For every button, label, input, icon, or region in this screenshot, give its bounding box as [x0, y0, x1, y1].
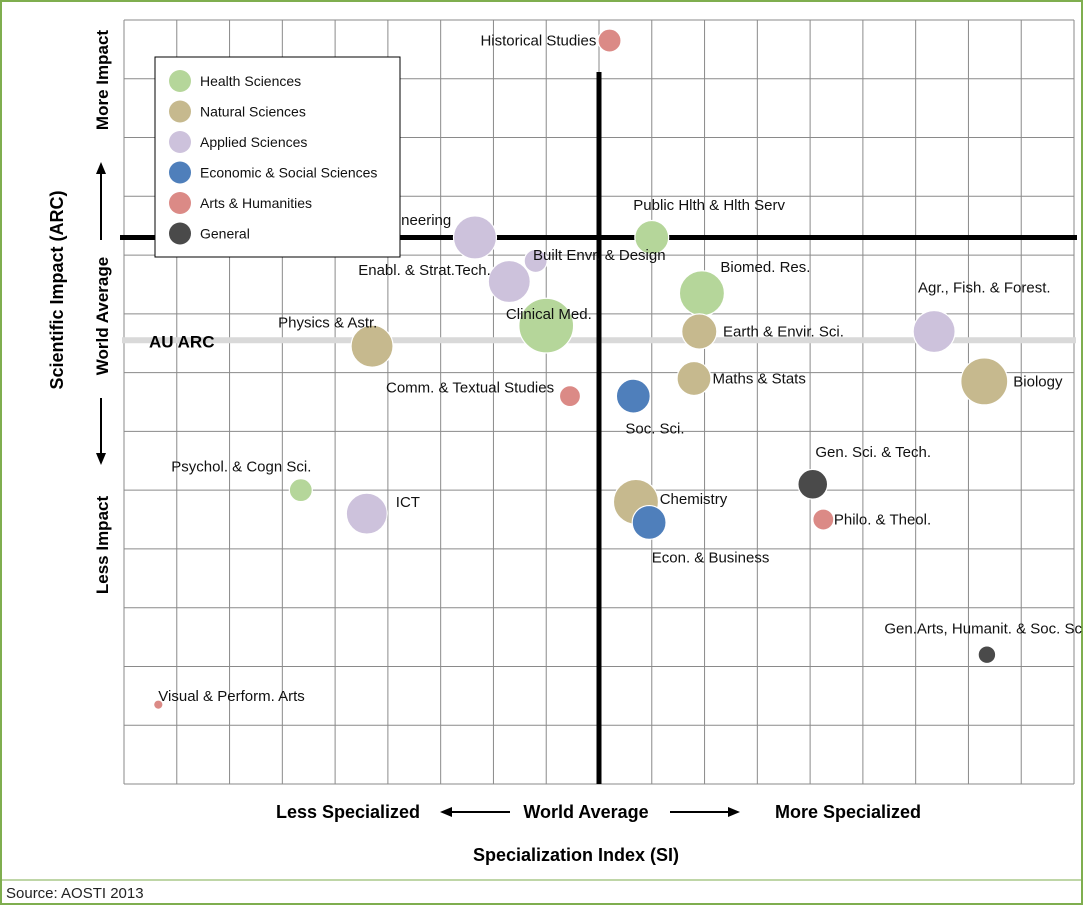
- bubble-labels: Historical Studies Public Hlth & Hlth Ser…: [158, 33, 1083, 705]
- x-axis-title: Specialization Index (SI): [473, 845, 679, 865]
- plot-area: AU ARC Historical Studies Public Hlth & Hl…: [120, 19, 1083, 785]
- legend-label: Health Sciences: [200, 73, 301, 89]
- legend-box: [154, 56, 401, 258]
- bubble-label: Philo. & Theol.: [834, 512, 931, 529]
- bubble-point: [350, 324, 394, 368]
- bubble-point: [912, 309, 956, 354]
- legend-label: Economic & Social Sciences: [200, 165, 377, 181]
- legend-swatch: [169, 131, 191, 153]
- bubble-label: Public Hlth & Hlth Serv: [633, 197, 785, 214]
- bubble-point: [797, 468, 829, 500]
- bubble-point: [634, 219, 670, 255]
- bubble-point: [812, 508, 835, 531]
- y-axis-title: Scientific Impact (ARC): [47, 190, 67, 389]
- bubble-label: ICT: [396, 494, 420, 511]
- bubble-label: Econ. & Business: [652, 550, 770, 567]
- y-arrow-down-head: [96, 453, 106, 465]
- bubble-label: Physics & Astr.: [278, 315, 377, 332]
- legend-swatch: [169, 192, 191, 214]
- bubble-label: Comm. & Textual Studies: [386, 379, 554, 396]
- bubble-label: Maths & Stats: [712, 370, 805, 387]
- bubble-point: [452, 215, 498, 260]
- legend-label: Arts & Humanities: [200, 195, 312, 211]
- bubble-point: [558, 385, 582, 408]
- legend-label: Applied Sciences: [200, 134, 307, 150]
- bubble-label: Visual & Perform. Arts: [158, 688, 304, 705]
- bubble-point: [960, 357, 1009, 406]
- y-arrow-up-head: [96, 162, 106, 174]
- bubble-point: [523, 248, 548, 274]
- x-world-average-label: World Average: [523, 802, 648, 822]
- legend: Health Sciences Natural Sciences Applied S…: [154, 56, 401, 258]
- bubble-label: Gen. Sci. & Tech.: [815, 444, 931, 461]
- bubble-label: Clinical Med.: [506, 306, 592, 323]
- bubble-point: [676, 360, 712, 397]
- bubble-point: [631, 504, 667, 541]
- bubble-label: Earth & Envir. Sci.: [723, 323, 844, 340]
- legend-swatch: [169, 161, 191, 184]
- bubble-point: [615, 378, 651, 414]
- source-note: Source: AOSTI 2013: [6, 885, 144, 902]
- bubble-label: Chemistry: [660, 491, 728, 508]
- bubbles: [153, 28, 1009, 710]
- bubble-point: [487, 259, 531, 304]
- bubble-point: [345, 492, 388, 535]
- bubble-label: Biology: [1013, 373, 1063, 390]
- bubble-label: Enabl. & Strat.Tech.: [358, 262, 491, 279]
- bubble-point: [681, 313, 718, 350]
- bubble-point: [153, 699, 164, 710]
- y-axis-labels: Scientific Impact (ARC) More Impact Worl…: [47, 30, 112, 595]
- legend-swatch: [169, 70, 191, 92]
- bubble-label: Historical Studies: [480, 33, 596, 50]
- x-less-specialized-label: Less Specialized: [276, 802, 420, 822]
- bubble-point: [977, 645, 997, 665]
- bubble-label: Biomed. Res.: [720, 259, 810, 276]
- x-arrow-left-head: [440, 807, 452, 817]
- y-world-average-label: World Average: [93, 257, 112, 375]
- bubble-point: [518, 297, 575, 354]
- x-arrow-right-head: [728, 807, 740, 817]
- legend-label: General: [200, 226, 250, 242]
- bubble-label: Soc. Sci.: [625, 420, 684, 437]
- bubble-label: Built Envr. & Design: [533, 247, 666, 264]
- bubble-point: [597, 28, 622, 53]
- bubble-label: Gen.Arts, Humanit. & Soc. Sci.: [884, 620, 1083, 637]
- bubble-point: [288, 478, 313, 503]
- au-arc-label: AU ARC: [149, 332, 214, 351]
- x-axis-labels: Less Specialized World Average More Spec…: [276, 802, 921, 865]
- legend-label: Natural Sciences: [200, 104, 306, 120]
- legend-swatch: [169, 222, 191, 245]
- y-less-impact-label: Less Impact: [93, 496, 112, 595]
- legend-swatch: [169, 100, 191, 123]
- bubble-point: [678, 270, 726, 317]
- bubble-label: Psychol. & Cogn Sci.: [171, 459, 311, 476]
- x-more-specialized-label: More Specialized: [775, 802, 921, 822]
- y-more-impact-label: More Impact: [93, 30, 112, 130]
- bubble-label: Agr., Fish. & Forest.: [918, 279, 1051, 296]
